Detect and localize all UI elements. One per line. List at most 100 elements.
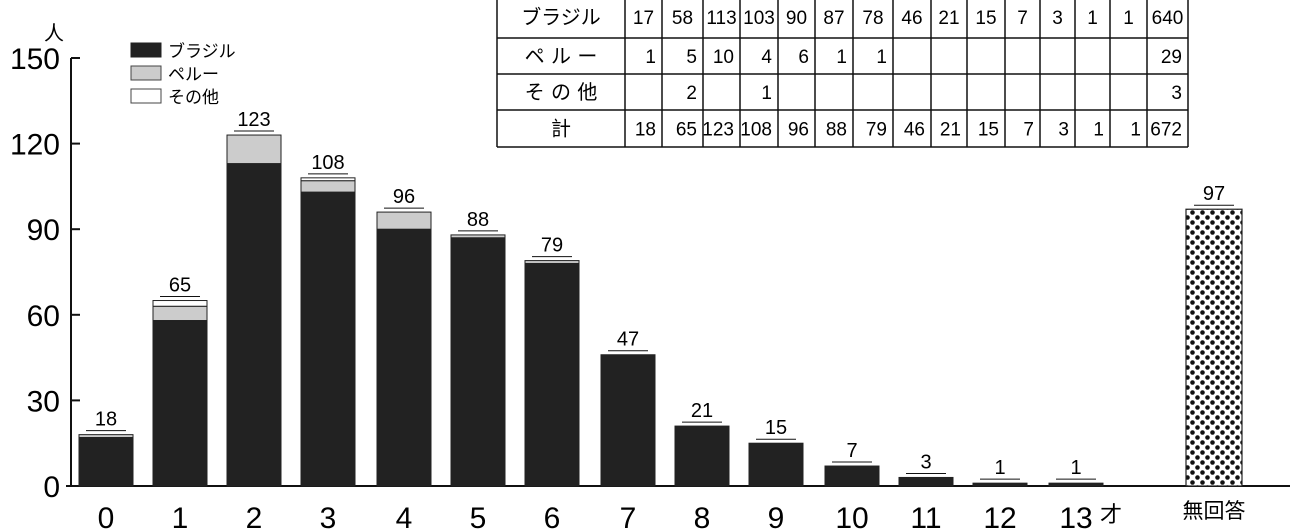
table-cell: 7 xyxy=(1017,8,1028,29)
table-cell: 3 xyxy=(1052,8,1063,29)
bar-segment-peru xyxy=(226,134,282,165)
table-row-label: 計 xyxy=(551,117,571,141)
table-cell: 29 xyxy=(1161,47,1182,68)
bar-segment-peru xyxy=(376,211,432,230)
table-cell: 1 xyxy=(1093,120,1104,141)
y-tick-label: 120 xyxy=(10,129,60,162)
x-tick-label: 6 xyxy=(544,502,561,532)
table-cell: 15 xyxy=(975,8,996,29)
table-cell: 65 xyxy=(676,120,697,141)
bar-segment-brazil xyxy=(524,262,580,487)
legend: ブラジル ペルー その他 xyxy=(130,41,236,108)
table-cell: 672 xyxy=(1150,120,1182,141)
x-tick-label: 13 xyxy=(1059,502,1092,532)
table-row-label: ペ ル ー xyxy=(525,44,598,68)
table-cell: 1 xyxy=(1123,8,1134,29)
bar-segment-brazil xyxy=(824,465,880,487)
table-cell: 113 xyxy=(706,8,736,29)
y-ticks: 0 30 60 90 120 150 xyxy=(10,43,80,504)
table-cell: 15 xyxy=(978,120,999,141)
table-cell: 123 xyxy=(702,120,734,141)
table-cell: 58 xyxy=(672,8,693,29)
table-cell: 6 xyxy=(798,47,809,68)
legend-swatch-other xyxy=(130,88,162,104)
table-cell: 7 xyxy=(1023,120,1034,141)
bar-segment-peru xyxy=(450,234,506,239)
table-cell: 87 xyxy=(823,8,844,29)
table-cell: 1 xyxy=(836,47,847,68)
y-tick-label: 30 xyxy=(27,385,60,418)
table-cell: 90 xyxy=(786,8,807,29)
table-cell: 21 xyxy=(940,120,961,141)
table-cell: 2 xyxy=(686,83,697,104)
bar-segment-other xyxy=(152,300,208,307)
table-cell: 4 xyxy=(761,47,772,68)
bar-total-label: 108 xyxy=(311,152,344,174)
table-cell: 46 xyxy=(901,8,922,29)
y-tick-label: 60 xyxy=(27,300,60,333)
table-cell: 1 xyxy=(1130,120,1141,141)
bar-segment-brazil xyxy=(376,228,432,487)
table-grid xyxy=(496,0,1189,148)
x-tick-label: 9 xyxy=(768,502,785,532)
x-tick-label: 4 xyxy=(396,502,413,532)
bar-total-label: 97 xyxy=(1203,183,1225,205)
bar-segment-brazil xyxy=(78,436,134,487)
x-tick-label: 2 xyxy=(246,502,263,532)
bar-total-label: 79 xyxy=(541,235,563,257)
legend-swatch-brazil xyxy=(130,42,162,58)
table-cell: 21 xyxy=(938,8,959,29)
bar-total-label: 21 xyxy=(691,400,713,422)
bar-total-label: 65 xyxy=(169,275,191,297)
legend-swatch-peru xyxy=(130,65,162,81)
table-cell: 17 xyxy=(633,8,654,29)
x-tick-label: 5 xyxy=(470,502,487,532)
table-row-label: そ の 他 xyxy=(525,80,598,104)
bar-segment-brazil xyxy=(226,163,282,487)
table-cell: 103 xyxy=(743,8,775,29)
x-unit-label: 才 xyxy=(1100,503,1122,528)
bar-segment-brazil xyxy=(972,482,1028,487)
bar-segment-other xyxy=(300,177,356,182)
table-cell: 78 xyxy=(862,8,883,29)
x-tick-label: 7 xyxy=(620,502,637,532)
y-tick-label: 90 xyxy=(27,214,60,247)
table-cell: 10 xyxy=(713,47,734,68)
bar-total-label: 3 xyxy=(920,451,931,473)
bar-total-label: 88 xyxy=(467,209,489,231)
table-row-label: ブラジル xyxy=(521,5,601,29)
bar-total-label: 123 xyxy=(237,109,270,131)
bar-total-label: 96 xyxy=(393,186,415,208)
bar-total-label: 47 xyxy=(617,329,639,351)
bar-segment-brazil xyxy=(674,425,730,487)
bar-segment-peru xyxy=(524,260,580,264)
table-cell: 1 xyxy=(1087,8,1098,29)
legend-label-brazil: ブラジル xyxy=(168,41,236,62)
table-cell: 1 xyxy=(645,47,656,68)
bar-segment-peru xyxy=(300,180,356,193)
table-cell: 96 xyxy=(788,120,809,141)
table-cell: 79 xyxy=(866,120,887,141)
x-tick-label: 1 xyxy=(172,502,189,532)
table-cell: 1 xyxy=(876,47,887,68)
table-cell: 88 xyxy=(826,120,847,141)
bar-segment-brazil xyxy=(898,476,954,487)
legend-label-peru: ペルー xyxy=(168,65,219,85)
legend-label-other: その他 xyxy=(168,88,219,108)
bar-segment-brazil xyxy=(748,442,804,487)
table-cell: 18 xyxy=(635,120,656,141)
table-cell: 640 xyxy=(1152,8,1184,29)
x-tick-label: 12 xyxy=(983,502,1016,532)
bar-total-label: 1 xyxy=(994,457,1005,479)
y-unit-label: 人 xyxy=(44,21,64,45)
table-cell: 5 xyxy=(686,47,697,68)
x-tick-label: 11 xyxy=(910,502,941,532)
table-cell: 108 xyxy=(740,120,772,141)
x-tick-label: 8 xyxy=(694,502,711,532)
bar-segment-brazil xyxy=(1048,482,1104,487)
bar-total-label: 1 xyxy=(1070,457,1081,479)
bar-segment-peru xyxy=(78,434,134,438)
